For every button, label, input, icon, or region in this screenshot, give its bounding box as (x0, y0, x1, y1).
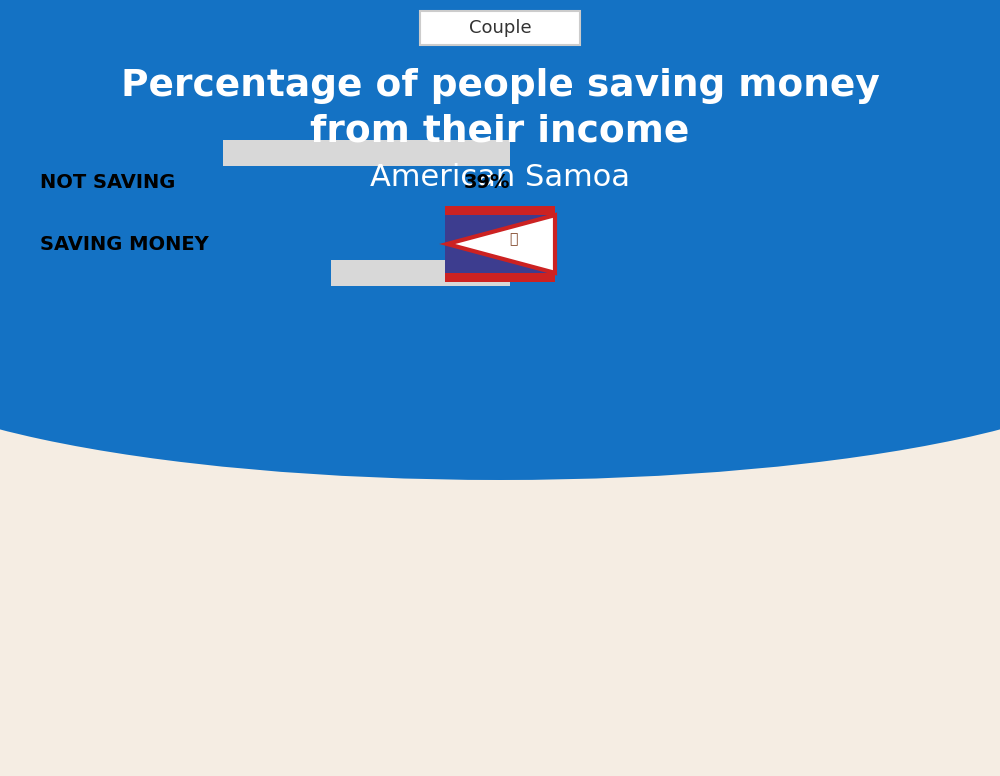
Bar (0, 0, 1000, 340)
Text: Percentage of people saving money: Percentage of people saving money (121, 68, 879, 104)
Polygon shape (447, 215, 555, 273)
Text: SAVING MONEY: SAVING MONEY (40, 235, 209, 254)
Text: 39%: 39% (464, 173, 510, 192)
Text: American Samoa: American Samoa (370, 164, 630, 192)
Bar (40, 260, 331, 286)
Bar (40, 140, 510, 166)
FancyBboxPatch shape (420, 11, 580, 45)
Text: from their income: from their income (310, 113, 690, 149)
Bar (445, 273, 555, 282)
Text: 🦅: 🦅 (509, 233, 517, 247)
Text: NOT SAVING: NOT SAVING (40, 173, 175, 192)
Text: Couple: Couple (469, 19, 531, 37)
Bar (445, 206, 555, 282)
Text: 62%: 62% (463, 235, 510, 254)
Bar (445, 206, 555, 215)
Bar (40, 260, 510, 286)
Bar (40, 140, 223, 166)
Ellipse shape (0, 200, 1000, 480)
